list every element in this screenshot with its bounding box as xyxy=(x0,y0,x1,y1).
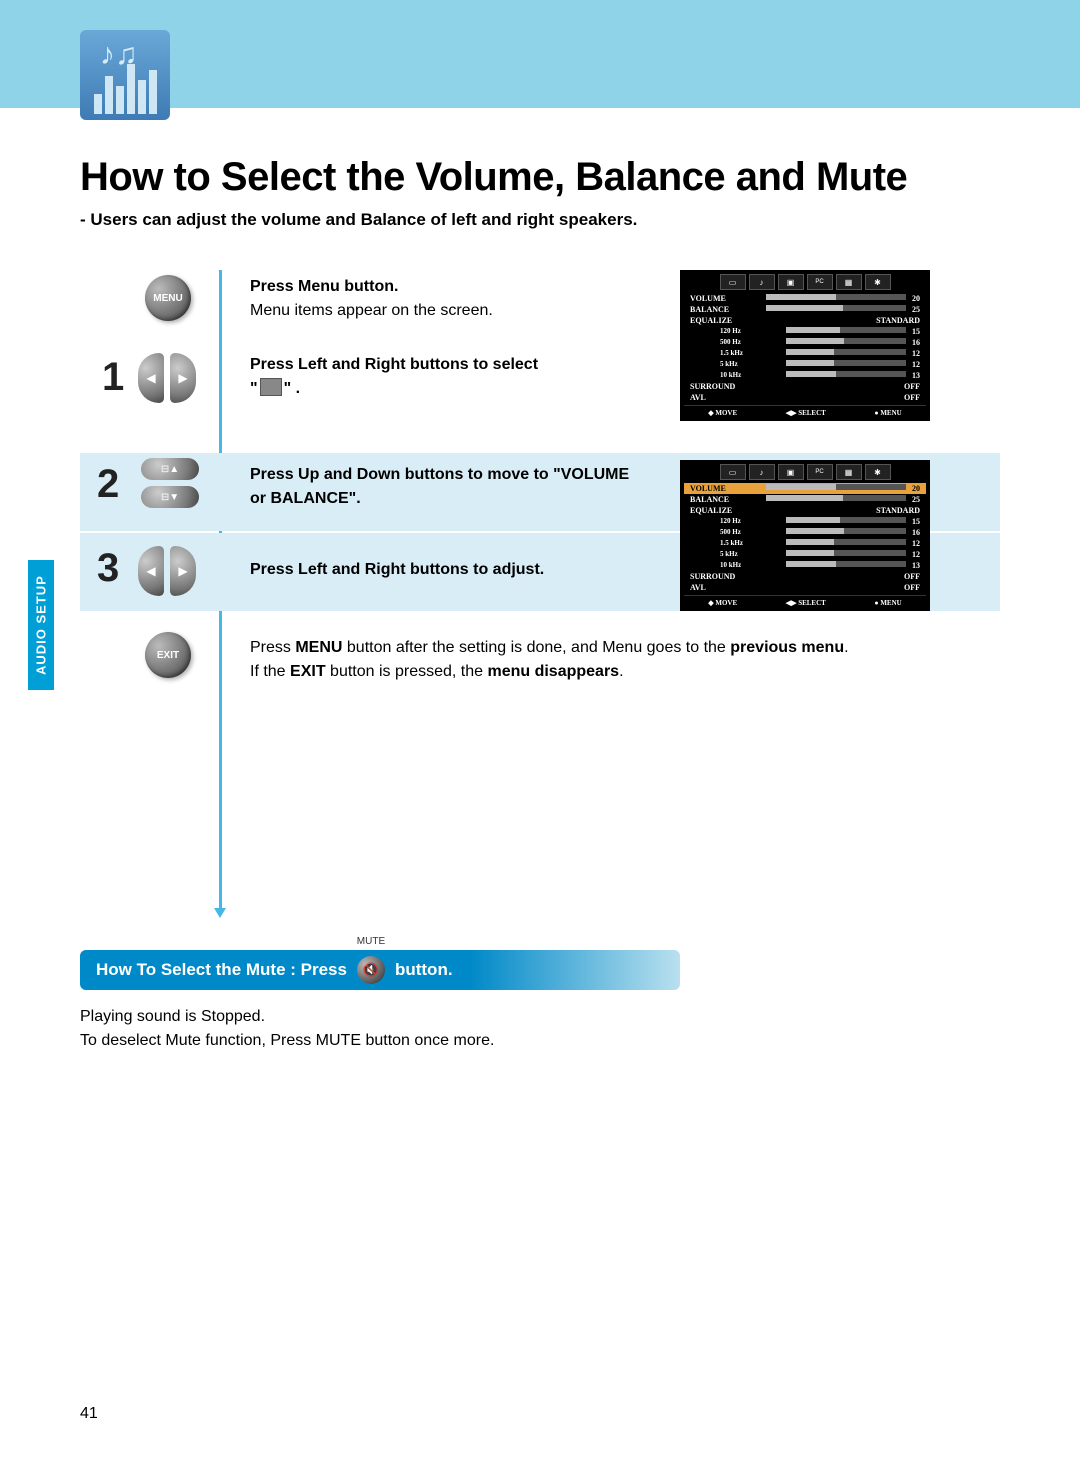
exit-remote-button: EXIT xyxy=(145,632,191,678)
step-1-text: Press Left and Right buttons to select "… xyxy=(250,353,538,401)
left-right-buttons-icon: ◀▶ xyxy=(138,546,196,596)
osd-screenshot-2: ▭♪▣PC▦✱ VOLUME20BALANCE25EQUALIZESTANDAR… xyxy=(680,460,930,611)
up-down-buttons-icon: ⊟▲⊟▼ xyxy=(141,458,199,508)
mute-label: MUTE xyxy=(357,936,385,947)
step-3-text: Press Left and Right buttons to adjust. xyxy=(250,558,544,582)
page-subtitle: - Users can adjust the volume and Balanc… xyxy=(80,210,637,230)
mute-banner: How To Select the Mute : Press MUTE 🔇 bu… xyxy=(80,950,680,990)
mute-description: Playing sound is Stopped. To deselect Mu… xyxy=(80,1005,494,1053)
step-menu-text: Press Menu button. Menu items appear on … xyxy=(250,275,493,323)
step-2-text: Press Up and Down buttons to move to "VO… xyxy=(250,463,630,511)
left-right-buttons-icon: ◀▶ xyxy=(138,353,196,403)
step-2-number: 2 xyxy=(97,462,119,507)
osd-screenshot-1: ▭♪▣PC▦✱ VOLUME20BALANCE25EQUALIZESTANDAR… xyxy=(680,270,930,421)
step-3-number: 3 xyxy=(97,546,119,591)
section-tab: AUDIO SETUP xyxy=(28,560,54,690)
step-1-number: 1 xyxy=(102,355,124,400)
audio-osd-icon xyxy=(260,378,282,396)
audio-section-icon: ♪♫ xyxy=(80,30,170,120)
menu-remote-button: MENU xyxy=(145,275,191,321)
mute-banner-text-a: How To Select the Mute : Press xyxy=(96,960,347,980)
mute-banner-text-b: button. xyxy=(395,960,453,980)
mute-button-icon: 🔇 xyxy=(357,956,385,984)
page-title: How to Select the Volume, Balance and Mu… xyxy=(80,155,907,200)
page-number: 41 xyxy=(80,1405,98,1423)
exit-text: Press MENU button after the setting is d… xyxy=(250,636,890,684)
